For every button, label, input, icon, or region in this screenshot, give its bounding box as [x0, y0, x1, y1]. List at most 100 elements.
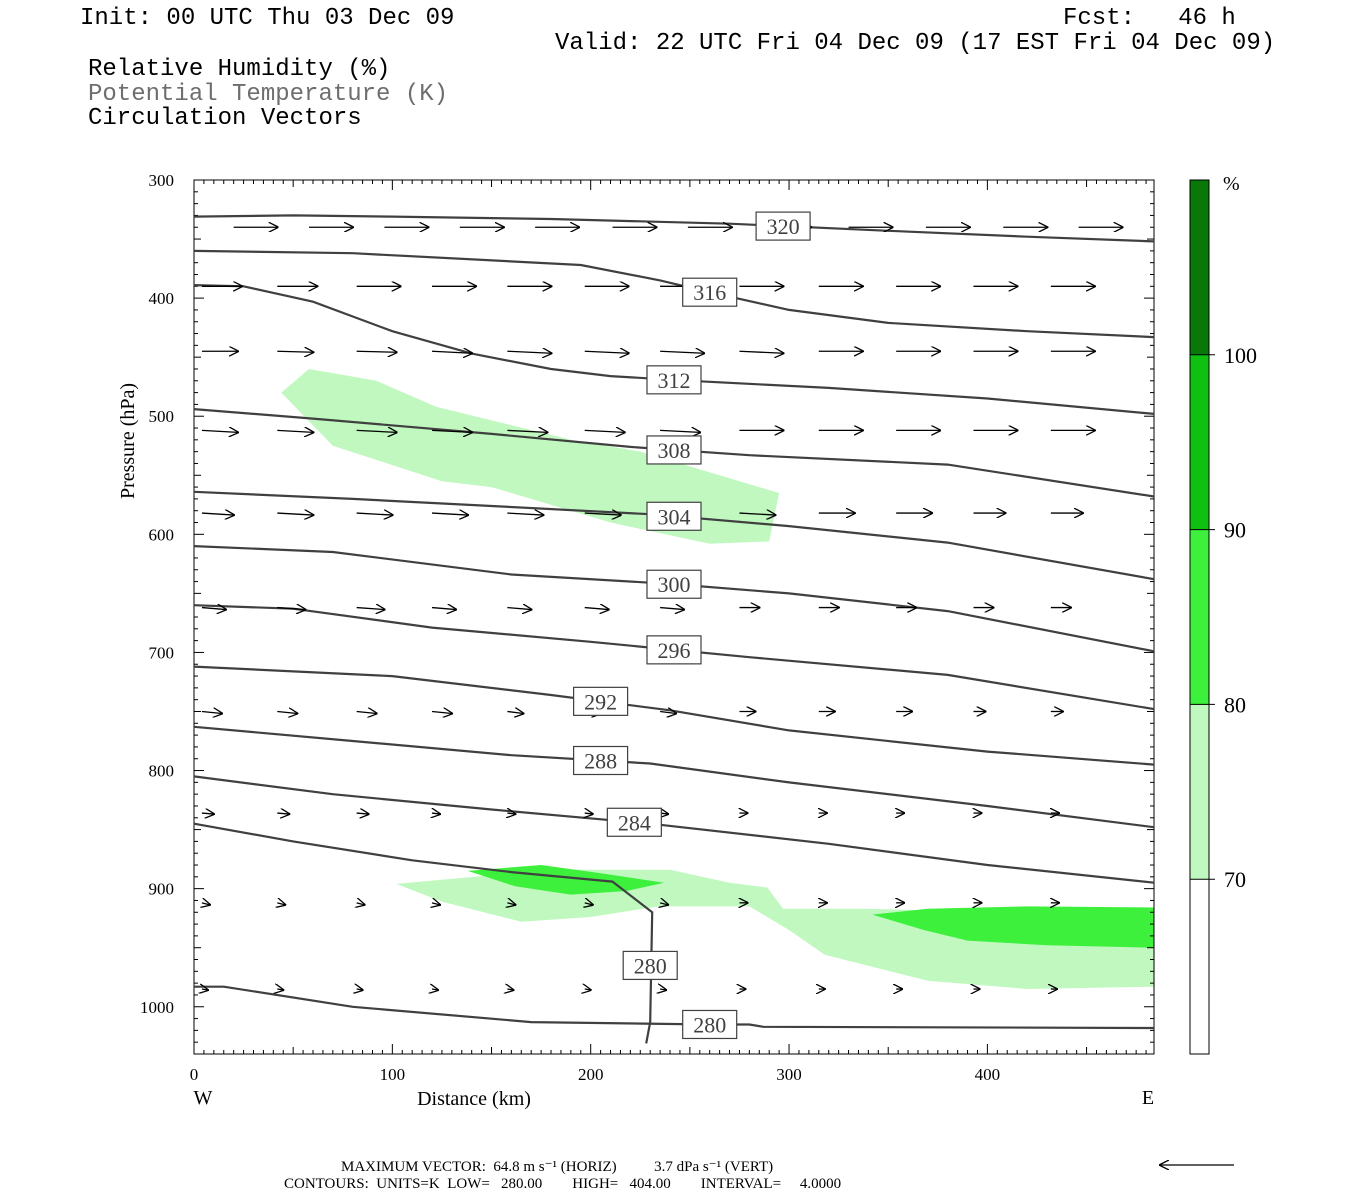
wind-vector — [356, 351, 397, 352]
contour-label-308: 308 — [658, 438, 691, 463]
colorbar-segment-90 — [1190, 354, 1209, 530]
wind-vector — [584, 351, 629, 353]
colorbar-unit: % — [1223, 173, 1240, 195]
y-tick-label: 300 — [149, 171, 175, 190]
wind-vector — [660, 989, 666, 990]
west-label: W — [194, 1087, 213, 1109]
wind-vector — [201, 711, 222, 713]
colorbar-segment-100 — [1190, 180, 1209, 355]
contour-label-296: 296 — [658, 638, 691, 663]
contour-label-284: 284 — [618, 810, 651, 835]
contour-label-312: 312 — [658, 368, 691, 393]
wind-vector — [585, 989, 591, 990]
y-tick-label: 1000 — [140, 998, 174, 1017]
contour-label-320: 320 — [767, 214, 800, 239]
wind-vector — [431, 430, 472, 432]
init-time: Init: 00 UTC Thu 03 Dec 09 — [80, 5, 455, 32]
field-label-vectors: Circulation Vectors — [88, 105, 362, 132]
wind-vector — [202, 989, 208, 990]
x-tick-label: 400 — [975, 1065, 1001, 1084]
east-label: E — [1142, 1087, 1154, 1109]
colorbar-segment-below — [1190, 879, 1209, 1054]
contour-label-box — [646, 365, 702, 395]
wind-vector — [584, 513, 621, 515]
wind-vector — [507, 430, 547, 432]
theta-contour-284-9 — [193, 775, 1155, 884]
wind-vector — [202, 903, 210, 905]
max-vector-note: MAXIMUM VECTOR: 64.8 m s⁻¹ (HORIZ) 3.7 d… — [341, 1159, 774, 1175]
y-tick-label: 400 — [149, 289, 175, 308]
wind-vector — [432, 903, 440, 905]
theta-contour-288-8 — [193, 725, 1155, 829]
colorbar-frame — [1189, 179, 1210, 1055]
y-tick-label: 800 — [149, 762, 175, 781]
wind-vector — [277, 430, 313, 432]
wind-vector — [584, 608, 609, 610]
wind-vector — [507, 711, 523, 713]
contour-label-box — [646, 569, 702, 599]
wind-vector — [507, 351, 551, 353]
wind-vector — [660, 711, 676, 713]
wind-vector — [277, 813, 289, 814]
forecast-hour: Fcst: 46 h — [1063, 5, 1236, 32]
wind-vector — [431, 608, 456, 610]
contours-note: CONTOURS: UNITS=K LOW= 280.00 HIGH= 404.… — [284, 1176, 842, 1192]
field-label-rh: Relative Humidity (%) — [88, 56, 391, 83]
contour-label-box — [646, 501, 702, 531]
wind-vector — [357, 903, 365, 905]
y-tick-label: 900 — [149, 880, 175, 899]
theta-contour-280-10 — [193, 822, 654, 1044]
contour-label-316: 316 — [693, 280, 726, 305]
wind-vector — [507, 513, 543, 515]
x-tick-label: 300 — [776, 1065, 802, 1084]
contour-label-292: 292 — [584, 689, 617, 714]
wind-vector — [507, 608, 531, 610]
wind-vector — [431, 513, 468, 515]
colorbar-label-80: 80 — [1224, 692, 1246, 717]
wind-vector — [201, 608, 226, 610]
wind-vector — [356, 813, 369, 814]
rh-region-70-0 — [281, 369, 780, 544]
x-axis-label: Distance (km) — [417, 1088, 531, 1110]
wind-vector — [277, 608, 305, 610]
theta-contour-320-0 — [193, 214, 1155, 243]
wind-vector — [277, 989, 283, 990]
contour-label-288: 288 — [584, 749, 617, 774]
wind-vector — [432, 813, 440, 814]
theta-contour-308-3 — [193, 408, 1155, 498]
colorbar-label-100: 100 — [1224, 343, 1257, 368]
wind-vector — [739, 513, 775, 515]
wind-vector — [356, 608, 385, 610]
wind-vector — [356, 513, 393, 515]
contour-label-box — [682, 277, 738, 307]
x-tick-label: 200 — [578, 1065, 604, 1084]
wind-vector — [507, 989, 513, 990]
wind-vector — [356, 430, 397, 432]
wind-vector — [201, 513, 234, 515]
colorbar-segment-70 — [1190, 704, 1209, 880]
y-axis-label: Pressure (hPa) — [117, 383, 139, 499]
contour-label-box — [573, 745, 629, 776]
theta-contour-280-11 — [194, 985, 1155, 1030]
colorbar-label-70: 70 — [1224, 867, 1246, 892]
wind-vector — [356, 711, 377, 713]
contour-label-box — [682, 1009, 738, 1040]
x-tick-label: 0 — [190, 1065, 199, 1084]
wind-vector — [739, 351, 783, 353]
x-tick-label: 100 — [380, 1065, 406, 1084]
wind-vector — [507, 903, 515, 905]
wind-vector — [201, 430, 238, 432]
wind-vector — [584, 430, 625, 432]
wind-vector — [431, 351, 472, 353]
theta-contour-312-2 — [193, 284, 1155, 415]
valid-time: Valid: 22 UTC Fri 04 Dec 09 (17 EST Fri … — [555, 30, 1276, 57]
wind-vector — [585, 813, 593, 814]
contour-label-300: 300 — [658, 572, 691, 597]
theta-contour-316-1 — [193, 249, 1155, 339]
contour-label-box — [646, 435, 702, 465]
contour-label-304: 304 — [658, 504, 691, 529]
theta-contour-292-7 — [193, 665, 1155, 766]
wind-vector — [277, 903, 285, 905]
y-tick-label: 500 — [149, 407, 175, 426]
